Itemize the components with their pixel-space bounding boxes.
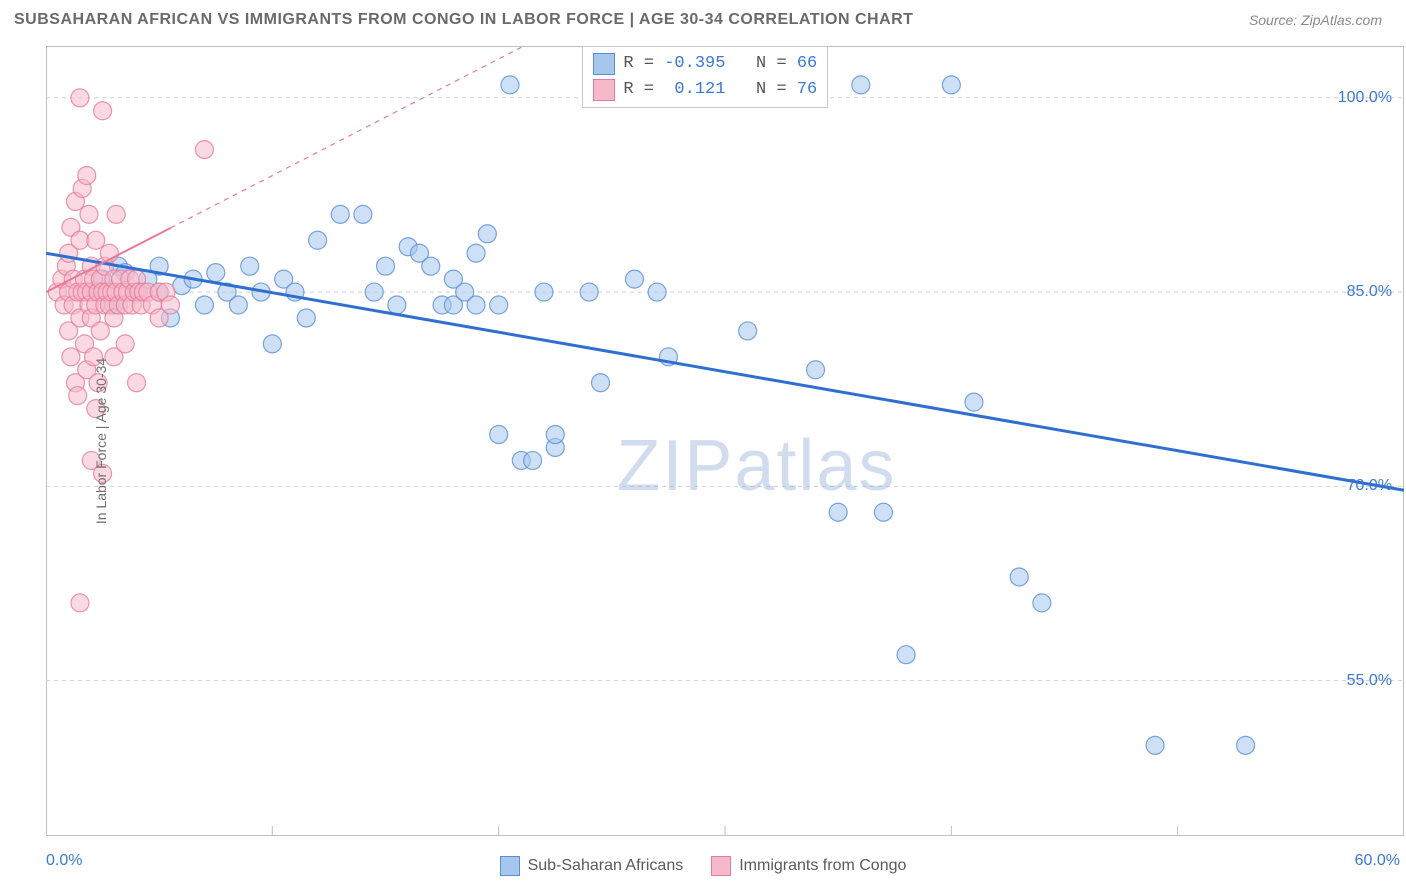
stats-row: R = -0.395 N = 66 xyxy=(593,51,817,77)
stats-text: R = -0.395 N = 66 xyxy=(623,51,817,77)
legend-swatch xyxy=(500,856,520,876)
legend-item: Sub-Saharan Africans xyxy=(500,856,684,876)
stats-row: R = 0.121 N = 76 xyxy=(593,77,817,103)
scatter-plot xyxy=(46,46,1404,836)
legend-item: Immigrants from Congo xyxy=(711,856,906,876)
bottom-legend: Sub-Saharan Africans Immigrants from Cong… xyxy=(0,856,1406,876)
chart-source: Source: ZipAtlas.com xyxy=(1249,12,1382,28)
correlation-stats-box: R = -0.395 N = 66R = 0.121 N = 76 xyxy=(582,46,828,108)
stats-text: R = 0.121 N = 76 xyxy=(623,77,817,103)
chart-title: SUBSAHARAN AFRICAN VS IMMIGRANTS FROM CO… xyxy=(14,11,913,29)
legend-label: Sub-Saharan Africans xyxy=(528,857,684,875)
stats-swatch xyxy=(593,79,615,101)
legend-label: Immigrants from Congo xyxy=(739,857,906,875)
legend-swatch xyxy=(711,856,731,876)
stats-swatch xyxy=(593,53,615,75)
y-axis-label: In Labor Force | Age 30-34 xyxy=(93,358,109,524)
plot-area: In Labor Force | Age 30-34 xyxy=(46,46,1404,836)
